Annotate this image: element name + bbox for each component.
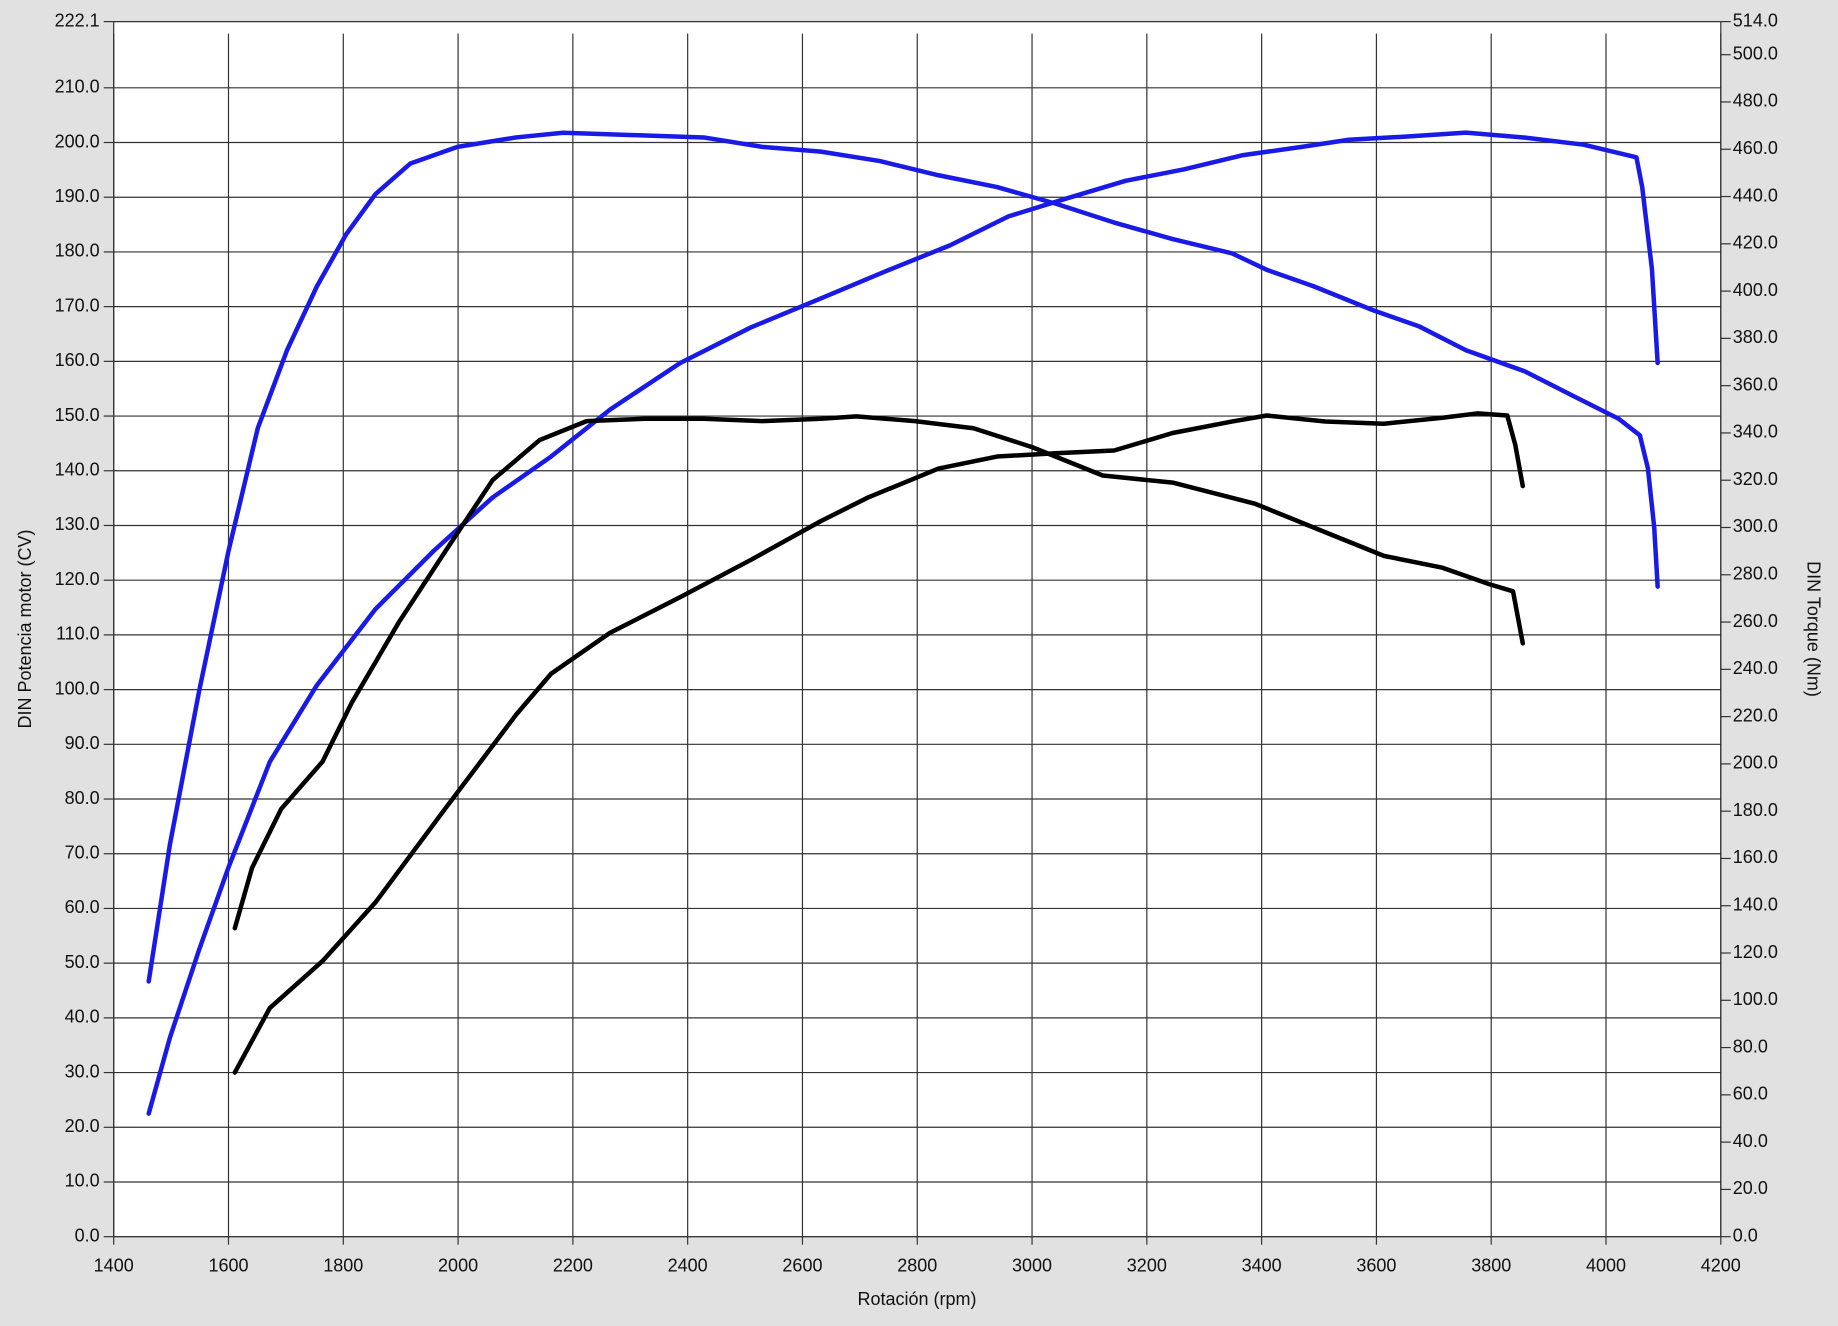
x-tick-label: 4000 xyxy=(1586,1255,1626,1275)
x-tick-label: 2000 xyxy=(438,1255,478,1275)
y2-tick-label: 100.0 xyxy=(1733,989,1778,1009)
y-tick-label: 50.0 xyxy=(65,952,100,972)
data-line xyxy=(146,130,1660,984)
y-tick-label: 110.0 xyxy=(56,624,100,644)
y-tick-label: 10.0 xyxy=(65,1171,100,1191)
y2-tick-label: 120.0 xyxy=(1733,942,1778,962)
y2-tick-label: 140.0 xyxy=(1733,894,1778,914)
x-tick-label: 1400 xyxy=(94,1255,134,1275)
y-tick-label: 170.0 xyxy=(55,295,100,315)
x-tick-label: 2800 xyxy=(897,1255,937,1275)
data-line xyxy=(146,130,1660,1116)
y-tick-label: 130.0 xyxy=(55,514,100,534)
y2-tick-label: 500.0 xyxy=(1733,43,1778,63)
y-tick-label: 30.0 xyxy=(65,1061,100,1081)
y2-tick-label: 200.0 xyxy=(1733,753,1778,773)
y2-axis-title: DIN Torque (Nm) xyxy=(1803,561,1823,697)
y-tick-label: 180.0 xyxy=(55,241,100,261)
y2-tick-label: 60.0 xyxy=(1733,1084,1768,1104)
y2-tick-label: 280.0 xyxy=(1733,564,1778,584)
y2-tick-label: 260.0 xyxy=(1733,611,1778,631)
y-tick-label: 70.0 xyxy=(65,842,100,862)
y-tick-label: 200.0 xyxy=(55,131,100,151)
x-tick-label: 4200 xyxy=(1701,1255,1741,1275)
y2-tick-label: 480.0 xyxy=(1733,91,1778,111)
y-tick-label: 90.0 xyxy=(65,733,100,753)
y2-tick-label: 180.0 xyxy=(1733,800,1778,820)
y-tick-label: 210.0 xyxy=(55,77,100,97)
x-tick-label: 1600 xyxy=(208,1255,248,1275)
x-tick-label: 3200 xyxy=(1127,1255,1167,1275)
y2-tick-label: 340.0 xyxy=(1733,422,1778,442)
y2-tick-label: 40.0 xyxy=(1733,1131,1768,1151)
x-tick-label: 3400 xyxy=(1242,1255,1282,1275)
y-tick-label: 160.0 xyxy=(55,350,100,370)
y2-tick-label: 300.0 xyxy=(1733,516,1778,536)
y-tick-label: 20.0 xyxy=(65,1116,100,1136)
y-axis-title: DIN Potencia motor (CV) xyxy=(15,529,35,728)
y2-tick-label: 160.0 xyxy=(1733,847,1778,867)
x-tick-label: 2200 xyxy=(553,1255,593,1275)
y-tick-label: 0.0 xyxy=(75,1225,100,1245)
y2-tick-label: 440.0 xyxy=(1733,185,1778,205)
y2-tick-label: 460.0 xyxy=(1733,138,1778,158)
y-tick-label: 60.0 xyxy=(65,897,100,917)
x-tick-label: 3000 xyxy=(1012,1255,1052,1275)
y2-tick-label: 380.0 xyxy=(1733,327,1778,347)
y2-tick-label: 320.0 xyxy=(1733,469,1778,489)
y2-tick-label: 240.0 xyxy=(1733,658,1778,678)
y2-tick-label: 20.0 xyxy=(1733,1178,1768,1198)
y2-tick-label: 514.0 xyxy=(1733,10,1778,30)
y-tick-label: 100.0 xyxy=(55,678,100,698)
x-tick-label: 3800 xyxy=(1471,1255,1511,1275)
y-tick-label: 222.1 xyxy=(55,10,100,30)
x-tick-label: 3600 xyxy=(1356,1255,1396,1275)
data-line xyxy=(232,414,1526,931)
y-tick-label: 150.0 xyxy=(55,405,100,425)
x-tick-label: 2400 xyxy=(668,1255,708,1275)
y2-tick-label: 80.0 xyxy=(1733,1036,1768,1056)
y2-tick-label: 220.0 xyxy=(1733,705,1778,725)
y2-tick-label: 360.0 xyxy=(1733,374,1778,394)
y2-tick-label: 400.0 xyxy=(1733,280,1778,300)
y2-tick-label: 0.0 xyxy=(1733,1225,1758,1245)
x-tick-label: 2600 xyxy=(782,1255,822,1275)
y-tick-label: 80.0 xyxy=(65,788,100,808)
x-axis-title: Rotación (rpm) xyxy=(857,1289,976,1309)
y2-tick-label: 420.0 xyxy=(1733,233,1778,253)
data-line xyxy=(232,411,1526,1075)
y-tick-label: 40.0 xyxy=(65,1007,100,1027)
x-tick-label: 1800 xyxy=(323,1255,363,1275)
y-tick-label: 120.0 xyxy=(55,569,100,589)
y-tick-label: 190.0 xyxy=(55,186,100,206)
y-tick-label: 140.0 xyxy=(55,460,100,480)
